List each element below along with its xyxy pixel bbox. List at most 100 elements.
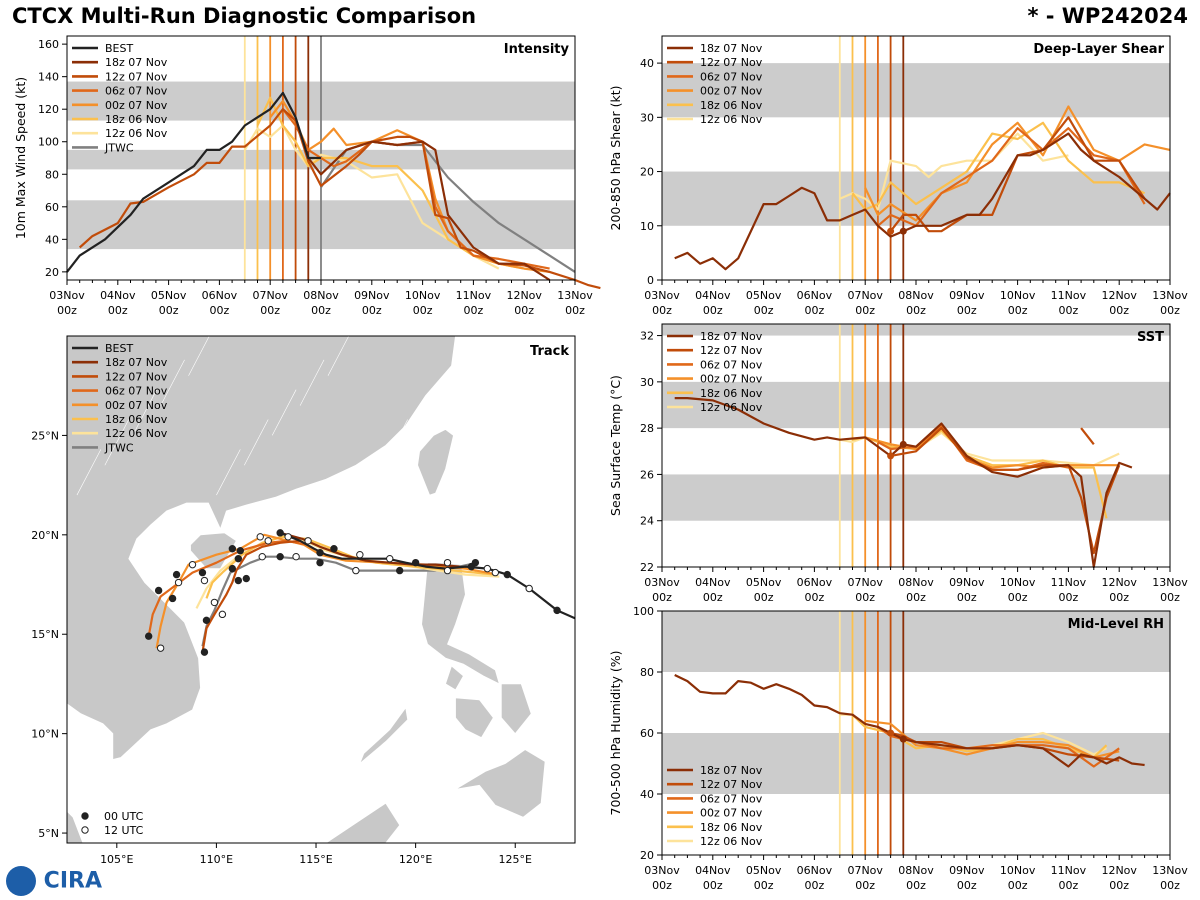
sst-init-marker-18z-07-nov bbox=[899, 440, 907, 448]
intensity-ytick-label: 160 bbox=[38, 38, 59, 51]
track-legend-label: 18z 07 Nov bbox=[105, 356, 168, 369]
track-marker-12utc bbox=[491, 568, 500, 577]
shear-xtick-label: 10Nov bbox=[1000, 289, 1036, 302]
rh-series-18z-07-nov bbox=[674, 674, 1145, 768]
rh-xtick-label: 00z bbox=[855, 879, 875, 892]
sst-series-18z-07-nov bbox=[674, 397, 1133, 569]
track-marker-legend-symbol bbox=[81, 812, 89, 820]
intensity-series-18z-06-nov bbox=[256, 96, 525, 270]
track-xtick-label: 125°E bbox=[499, 853, 532, 866]
sst-ylabel: Sea Surface Temp (°C) bbox=[608, 375, 623, 516]
shear-band-0 bbox=[662, 171, 1170, 226]
track-marker-00utc bbox=[234, 576, 243, 585]
shear-xtick-label: 06Nov bbox=[797, 289, 833, 302]
rh-band-1 bbox=[662, 611, 1170, 672]
palawan-land bbox=[359, 706, 409, 764]
sst-xtick-label: 04Nov bbox=[695, 576, 731, 589]
sst-legend-label: 12z 06 Nov bbox=[700, 401, 763, 414]
track-marker-00utc bbox=[471, 558, 480, 567]
track-marker-12utc bbox=[525, 584, 533, 593]
province-border bbox=[132, 389, 157, 436]
sst-band-1 bbox=[662, 381, 1170, 429]
sst-xtick-label: 09Nov bbox=[949, 576, 985, 589]
shear-series-18z-06-nov bbox=[851, 121, 1146, 211]
shear-xtick-label: 00z bbox=[703, 304, 723, 317]
intensity-xtick-label: 00z bbox=[464, 304, 484, 317]
rh-legend-label: 18z 06 Nov bbox=[700, 821, 763, 834]
shear-xtick-label: 13Nov bbox=[1152, 289, 1188, 302]
province-border bbox=[271, 389, 297, 436]
intensity-title: Intensity bbox=[504, 42, 570, 57]
storm-id: * - WP242024 bbox=[1027, 4, 1188, 28]
intensity-xtick-label: 00z bbox=[514, 304, 534, 317]
intensity-xtick-label: 11Nov bbox=[456, 289, 492, 302]
sst-xtick-label: 06Nov bbox=[797, 576, 833, 589]
track-xtick-label: 120°E bbox=[399, 853, 432, 866]
intensity-xtick-label: 08Nov bbox=[303, 289, 339, 302]
track-xtick-label: 105°E bbox=[100, 853, 133, 866]
sst-xtick-label: 00z bbox=[805, 591, 825, 604]
track-xtick-label: 115°E bbox=[299, 853, 332, 866]
province-border bbox=[411, 389, 436, 436]
track-marker-00utc bbox=[200, 648, 209, 656]
rh-xtick-label: 13Nov bbox=[1152, 864, 1188, 877]
shear-ylabel: 200-850 hPa Shear (kt) bbox=[608, 86, 623, 231]
shear-xtick-label: 04Nov bbox=[695, 289, 731, 302]
track-marker-00utc bbox=[276, 552, 284, 561]
sst-xtick-label: 00z bbox=[906, 591, 926, 604]
province-border bbox=[76, 449, 102, 496]
cira-logo: CIRA bbox=[6, 866, 102, 896]
panay-land bbox=[455, 697, 494, 739]
intensity-xtick-label: 00z bbox=[413, 304, 433, 317]
track-marker-12utc bbox=[356, 551, 364, 559]
intensity-legend-label: 12z 07 Nov bbox=[105, 70, 168, 83]
sst-xtick-label: 00z bbox=[1059, 591, 1079, 604]
rh-xtick-label: 00z bbox=[754, 879, 774, 892]
sst-xtick-label: 00z bbox=[1008, 591, 1028, 604]
track-legend-label: BEST bbox=[105, 342, 133, 355]
shear-xtick-label: 00z bbox=[652, 304, 672, 317]
intensity-xtick-label: 05Nov bbox=[151, 289, 187, 302]
shear-ytick-label: 30 bbox=[640, 111, 654, 124]
rh-xtick-label: 04Nov bbox=[695, 864, 731, 877]
intensity-ytick-label: 40 bbox=[45, 233, 59, 246]
intensity-xtick-label: 00z bbox=[159, 304, 179, 317]
shear-ytick-label: 10 bbox=[640, 220, 654, 233]
shear-xtick-label: 11Nov bbox=[1051, 289, 1087, 302]
intensity-ytick-label: 80 bbox=[45, 168, 59, 181]
track-marker-12utc bbox=[264, 537, 272, 545]
track-title: Track bbox=[530, 344, 569, 359]
sst-legend-label: 06z 07 Nov bbox=[700, 358, 763, 371]
shear-xtick-label: 12Nov bbox=[1101, 289, 1137, 302]
track-marker-12utc bbox=[284, 533, 292, 541]
sst-xtick-label: 00z bbox=[957, 591, 977, 604]
shear-series-18z-07-nov bbox=[674, 132, 1171, 271]
track-marker-12utc bbox=[218, 610, 227, 619]
rh-xtick-label: 00z bbox=[1059, 879, 1079, 892]
track-marker-00utc bbox=[330, 545, 338, 553]
intensity-ytick-label: 140 bbox=[38, 71, 59, 84]
intensity-ytick-label: 100 bbox=[38, 136, 59, 149]
sst-xtick-label: 07Nov bbox=[847, 576, 883, 589]
sst-band-0 bbox=[662, 474, 1170, 521]
rh-ytick-label: 40 bbox=[640, 788, 654, 801]
track-marker-12utc bbox=[352, 566, 360, 575]
track-marker-00utc bbox=[154, 586, 163, 595]
track-marker-12utc bbox=[258, 552, 266, 561]
intensity-xtick-label: 10Nov bbox=[405, 289, 441, 302]
intensity-ytick-label: 20 bbox=[45, 266, 59, 279]
track-marker-00utc bbox=[411, 558, 420, 567]
sst-ytick-label: 24 bbox=[640, 515, 654, 528]
track-legend-label: 00z 07 Nov bbox=[105, 399, 168, 412]
shear-legend-label: 06z 07 Nov bbox=[700, 70, 763, 83]
rh-legend-label: 12z 07 Nov bbox=[700, 778, 763, 791]
sst-xtick-label: 03Nov bbox=[644, 576, 680, 589]
rh-xtick-label: 06Nov bbox=[797, 864, 833, 877]
province-border bbox=[355, 449, 381, 496]
rh-legend-label: 06z 07 Nov bbox=[700, 792, 763, 805]
rh-legend-label: 12z 06 Nov bbox=[700, 835, 763, 848]
track-marker-00utc bbox=[553, 606, 561, 615]
track-marker-00utc bbox=[144, 632, 153, 640]
intensity-xtick-label: 12Nov bbox=[506, 289, 542, 302]
